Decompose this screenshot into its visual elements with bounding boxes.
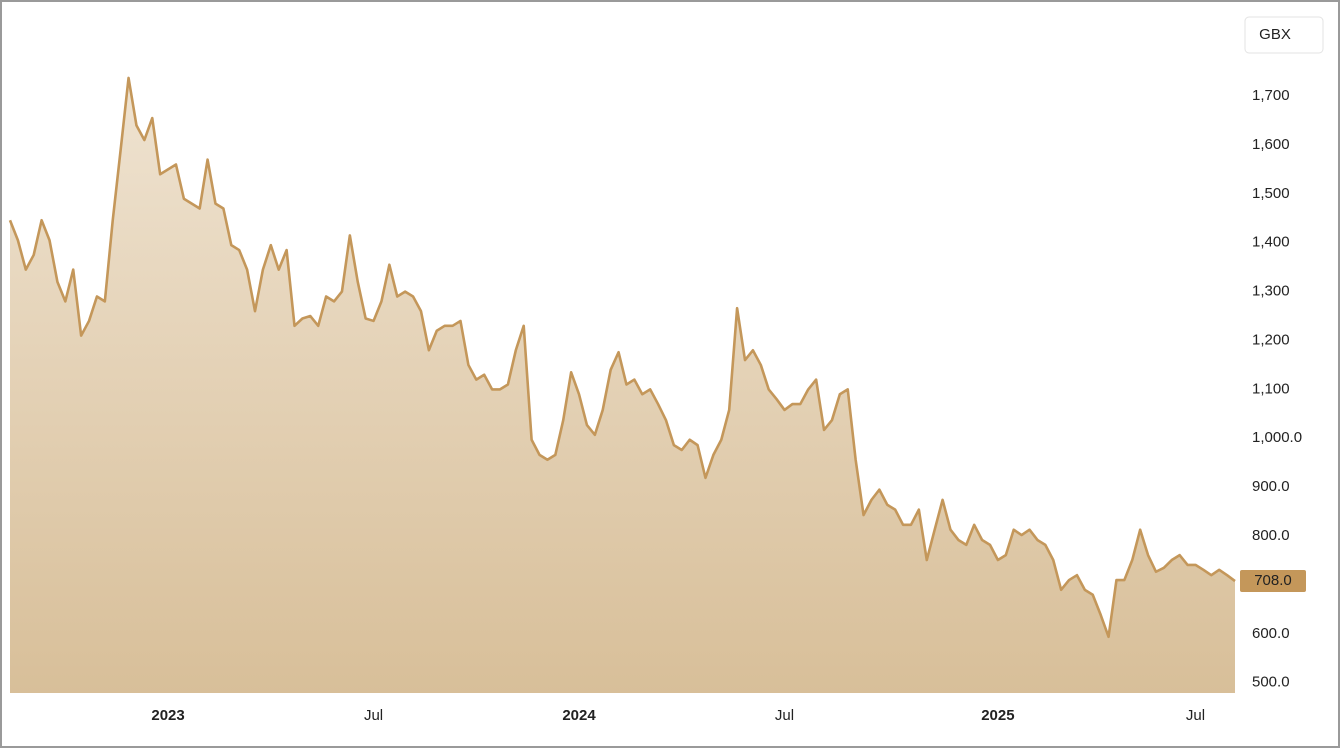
area-fill <box>10 77 1235 693</box>
y-tick-label: 600.0 <box>1252 625 1290 642</box>
y-tick-label: 1,200 <box>1252 331 1290 348</box>
currency-button[interactable] <box>1244 16 1324 54</box>
price-badge <box>1240 570 1306 593</box>
y-tick-label: 1,000.0 <box>1252 429 1302 446</box>
x-tick-label: Jul <box>775 707 794 724</box>
x-tick-label: 2023 <box>151 707 184 724</box>
y-tick-label: 1,300 <box>1252 283 1290 300</box>
y-tick-label: 1,600 <box>1252 136 1290 153</box>
x-tick-label: 2025 <box>981 707 1014 724</box>
price-badge-label: 708.0 <box>1254 572 1292 589</box>
x-tick-label: Jul <box>1186 707 1205 724</box>
y-tick-label: 900.0 <box>1252 478 1290 495</box>
y-tick-label: 800.0 <box>1252 527 1290 544</box>
x-tick-label: Jul <box>364 707 383 724</box>
y-tick-label: 1,700 <box>1252 87 1290 104</box>
currency-label[interactable]: GBX <box>1259 26 1291 43</box>
price-line <box>8 76 1236 639</box>
y-tick-label: 500.0 <box>1252 674 1290 691</box>
y-tick-label: 1,100 <box>1252 380 1290 397</box>
x-tick-label: 2024 <box>562 707 596 724</box>
y-tick-label: 1,500 <box>1252 185 1290 202</box>
y-tick-label: 1,400 <box>1252 234 1290 251</box>
